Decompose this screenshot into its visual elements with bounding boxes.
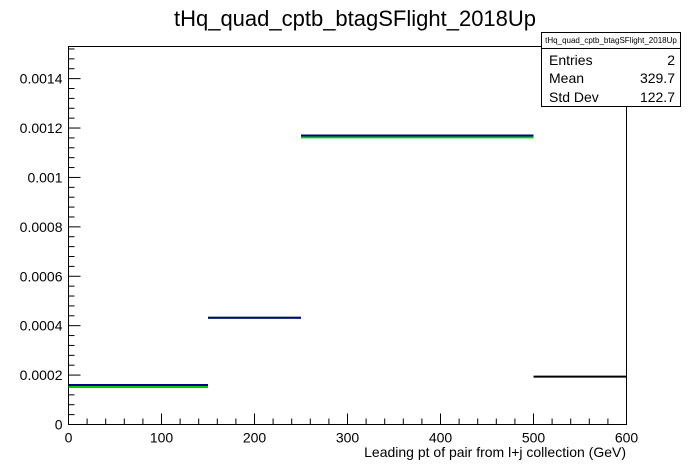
x-tick-label: 500 [522, 430, 546, 446]
y-tick-label: 0.001 [27, 169, 62, 185]
x-tick-label: 400 [429, 430, 453, 446]
axis-ticks: 0 100 200 300 400 500 600 0 0.0002 0.0004 0.0006 0.… [20, 48, 639, 446]
stats-mean-label: Mean [549, 70, 584, 86]
stats-box: tHq_quad_cptb_btagSFlight_2018Up Entries… [541, 32, 681, 107]
stats-stddev-label: Std Dev [549, 89, 599, 105]
y-tick-label: 0.0008 [20, 219, 63, 235]
stats-mean-value: 329.7 [640, 70, 675, 86]
y-tick-label: 0.0014 [20, 71, 63, 87]
stats-box-frame [541, 32, 681, 107]
y-tick-label: 0.0004 [20, 318, 63, 334]
stats-stddev-value: 122.7 [640, 89, 675, 105]
x-tick-label: 300 [336, 430, 360, 446]
chart-title: tHq_quad_cptb_btagSFlight_2018Up [174, 6, 536, 31]
y-tick-label: 0.0006 [20, 268, 63, 284]
x-tick-label: 100 [150, 430, 174, 446]
stats-entries-value: 2 [667, 52, 675, 68]
stats-box-title: tHq_quad_cptb_btagSFlight_2018Up [545, 36, 677, 45]
histogram-series [68, 134, 627, 388]
y-tick-label: 0.0002 [20, 367, 63, 383]
y-tick-label: 0 [55, 417, 63, 433]
stats-entries-label: Entries [549, 52, 593, 68]
x-axis-label: Leading pt of pair from l+j collection (… [364, 444, 626, 460]
x-tick-label: 0 [65, 430, 73, 446]
x-tick-label: 200 [243, 430, 267, 446]
x-tick-label: 600 [615, 430, 639, 446]
y-tick-label: 0.0012 [20, 120, 63, 136]
